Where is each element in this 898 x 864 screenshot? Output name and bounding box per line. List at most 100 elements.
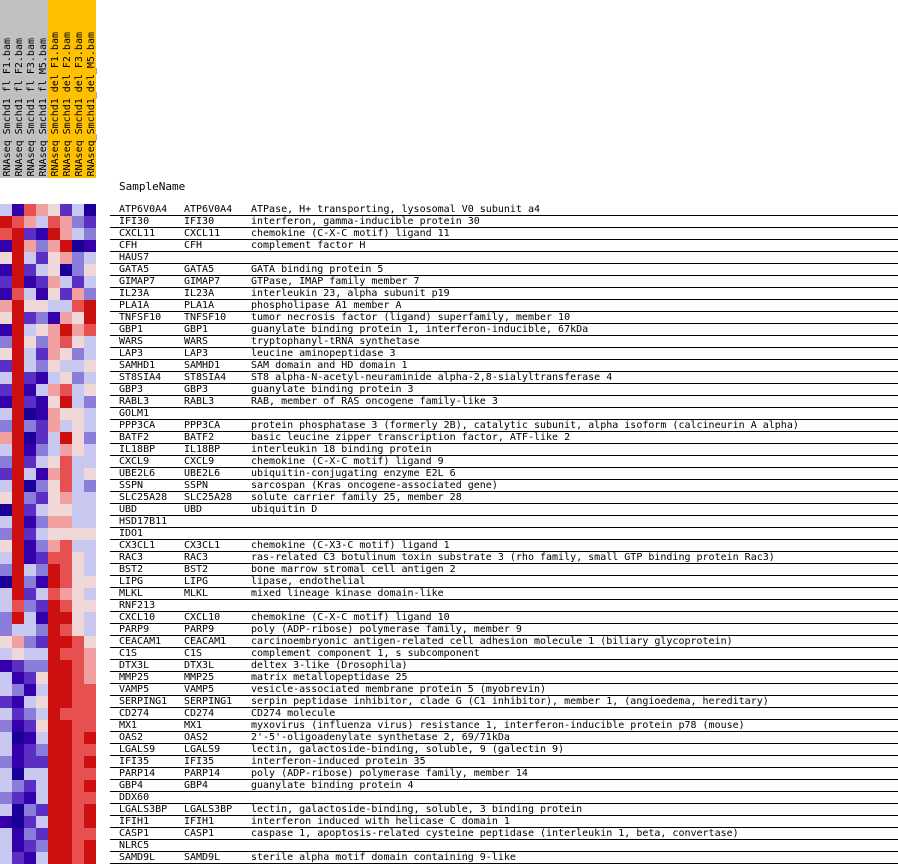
- heatmap-cell: [12, 564, 24, 576]
- heatmap-cell: [36, 708, 48, 720]
- heatmap-cell: [72, 600, 84, 612]
- heatmap-cell: [84, 480, 96, 492]
- heatmap-cell: [84, 420, 96, 432]
- gene-description: tumor necrosis factor (ligand) superfami…: [251, 312, 571, 323]
- heatmap-cell: [36, 492, 48, 504]
- column-header: RNAseq_Smchd1_del_M5.bam: [84, 0, 97, 178]
- heatmap-cell: [48, 252, 60, 264]
- heatmap-cell: [36, 648, 48, 660]
- gene-row: UBE2L6 UBE2L6 ubiquitin-conjugating enzyme…: [0, 468, 898, 480]
- heatmap-cell: [0, 432, 12, 444]
- heatmap-cell: [84, 792, 96, 804]
- heatmap-cell: [12, 612, 24, 624]
- gene-row: SAMHD1 SAMHD1 SAM domain and HD domain 1: [0, 360, 898, 372]
- heatmap-cell: [0, 216, 12, 228]
- gene-row: ST8SIA4 ST8SIA4 ST8 alpha-N-acetyl-neurami…: [0, 372, 898, 384]
- heatmap-cell: [84, 324, 96, 336]
- gene-name: DDX60: [119, 792, 150, 803]
- heatmap-cell: [84, 360, 96, 372]
- heatmap-cell: [84, 312, 96, 324]
- heatmap-cell: [12, 768, 24, 780]
- heatmap-cell: [48, 504, 60, 516]
- heatmap-cell: [72, 348, 84, 360]
- heatmap-cell: [84, 432, 96, 444]
- gene-row: RAC3 RAC3 ras-related C3 botulinum toxin s…: [0, 552, 898, 564]
- heatmap-cell: [48, 480, 60, 492]
- heatmap-cell: [12, 636, 24, 648]
- heatmap-cell: [72, 504, 84, 516]
- heatmap-cell: [12, 228, 24, 240]
- gene-symbol: LGALS3BP: [184, 804, 233, 815]
- heatmap-cell: [72, 804, 84, 816]
- gene-name: CEACAM1: [119, 636, 162, 647]
- gene-symbol: SLC25A28: [184, 492, 233, 503]
- heatmap-cell: [36, 804, 48, 816]
- row-divider: [110, 563, 898, 564]
- gene-row: GBP3 GBP3 guanylate binding protein 3: [0, 384, 898, 396]
- gene-row: WARS WARS tryptophanyl-tRNA synthetase: [0, 336, 898, 348]
- heatmap-cell: [60, 756, 72, 768]
- heatmap-cell: [24, 384, 36, 396]
- column-header-label: RNAseq_Smchd1_del_M5.bam: [86, 31, 97, 177]
- heatmap-cell: [72, 444, 84, 456]
- row-divider: [110, 767, 898, 768]
- row-divider: [110, 851, 898, 852]
- gene-row: IFI35 IFI35 interferon-induced protein 35: [0, 756, 898, 768]
- heatmap-cell: [0, 840, 12, 852]
- heatmap-cell: [48, 600, 60, 612]
- heatmap-cell: [60, 396, 72, 408]
- heatmap-cell: [84, 588, 96, 600]
- heatmap-cell: [36, 516, 48, 528]
- gene-description: 2'-5'-oligoadenylate synthetase 2, 69/71…: [251, 732, 510, 743]
- heatmap-cell: [84, 288, 96, 300]
- heatmap-cell: [12, 360, 24, 372]
- gene-name: UBD: [119, 504, 138, 515]
- gene-row: PLA1A PLA1A phospholipase A1 member A: [0, 300, 898, 312]
- gene-description: complement component 1, s subcomponent: [251, 648, 480, 659]
- heatmap-cell: [48, 828, 60, 840]
- heatmap-cell: [36, 840, 48, 852]
- row-divider: [110, 479, 898, 480]
- heatmap-cell: [12, 372, 24, 384]
- heatmap-cell: [72, 768, 84, 780]
- heatmap-cell: [84, 252, 96, 264]
- gene-symbol: PARP9: [184, 624, 215, 635]
- heatmap-cell: [24, 684, 36, 696]
- gene-symbol: CFH: [184, 240, 203, 251]
- gene-description: GTPase, IMAP family member 7: [251, 276, 420, 287]
- gene-description: chemokine (C-X-C motif) ligand 10: [251, 612, 450, 623]
- heatmap-cell: [24, 336, 36, 348]
- gene-description: guanylate binding protein 3: [251, 384, 414, 395]
- heatmap-cell: [0, 708, 12, 720]
- heatmap-cell: [0, 336, 12, 348]
- gene-symbol: ST8SIA4: [184, 372, 227, 383]
- row-divider: [110, 299, 898, 300]
- gene-name: C1S: [119, 648, 138, 659]
- gene-symbol: GATA5: [184, 264, 215, 275]
- gene-description: complement factor H: [251, 240, 366, 251]
- heatmap-cell: [84, 696, 96, 708]
- heatmap-cell: [60, 372, 72, 384]
- heatmap-cell: [72, 324, 84, 336]
- gene-symbol: SERPING1: [184, 696, 233, 707]
- heatmap-cell: [48, 744, 60, 756]
- heatmap-cell: [60, 684, 72, 696]
- column-header: RNAseq_Smchd1_del_F2.bam: [60, 0, 73, 178]
- gene-symbol: CXCL10: [184, 612, 221, 623]
- heatmap-cell: [48, 336, 60, 348]
- heatmap-cell: [12, 324, 24, 336]
- heatmap-cell: [48, 552, 60, 564]
- gene-description: poly (ADP-ribose) polymerase family, mem…: [251, 624, 522, 635]
- heatmap-cell: [72, 468, 84, 480]
- heatmap-cell: [48, 468, 60, 480]
- heatmap-cell: [48, 816, 60, 828]
- gene-name: ST8SIA4: [119, 372, 162, 383]
- row-divider: [110, 419, 898, 420]
- heatmap-cell: [48, 684, 60, 696]
- heatmap-cell: [72, 336, 84, 348]
- heatmap-cell: [60, 744, 72, 756]
- gene-symbol: GBP3: [184, 384, 209, 395]
- heatmap-cell: [24, 624, 36, 636]
- heatmap-cell: [24, 576, 36, 588]
- heatmap-cell: [60, 612, 72, 624]
